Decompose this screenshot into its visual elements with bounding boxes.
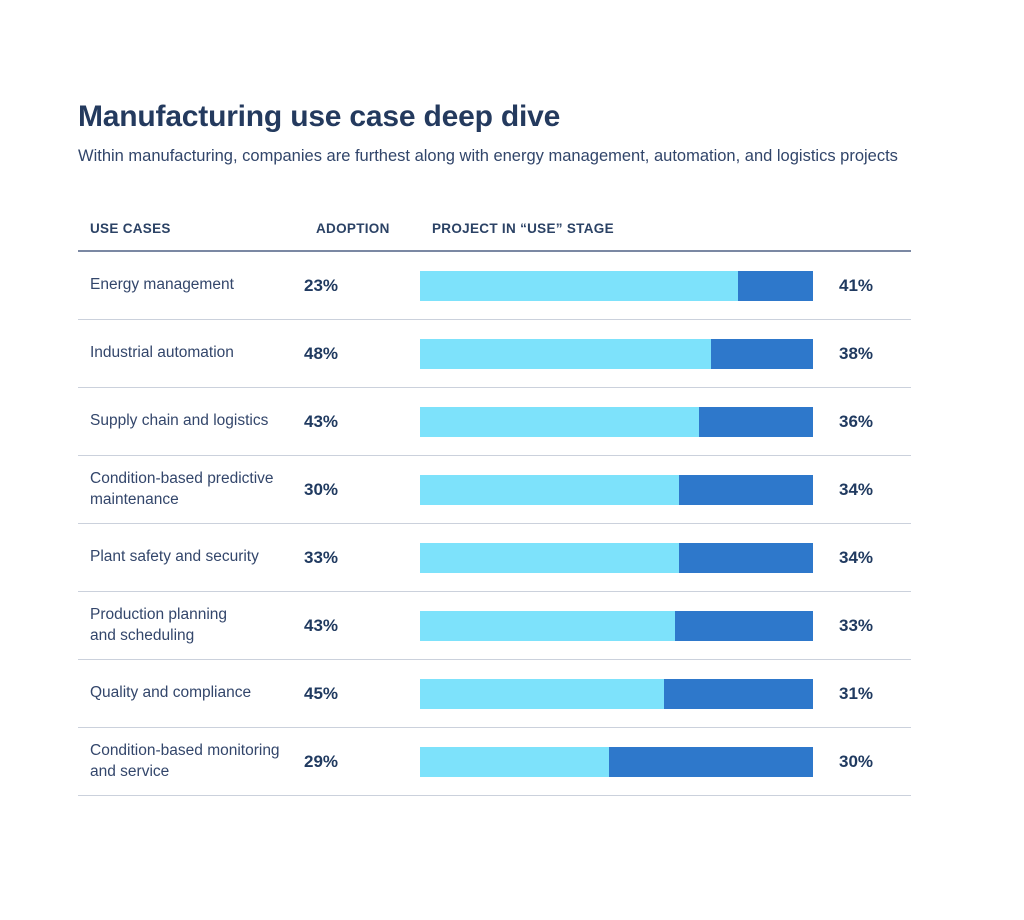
bar-segment-dark [710,338,813,369]
use-stage-bar [420,474,813,505]
use-case-label: Quality and compliance [90,684,252,702]
page-title: Manufacturing use case deep dive [78,100,561,133]
bar-segment-dark [679,474,813,505]
bar-segment-light [420,270,739,301]
bar-track [420,474,813,505]
use-stage-bar [420,270,813,301]
use-stage-bar [420,338,813,369]
bar-segment-dark [608,746,813,777]
bar-segment-light [420,610,676,641]
use-stage-value: 36% [839,411,874,431]
bar-segment-light [420,406,700,437]
adoption-value: 48% [304,343,339,363]
bar-segment-light [420,746,609,777]
bar-segment-dark [679,542,813,573]
bar-segment-light [420,678,664,709]
bar-track [420,406,813,437]
bar-segment-dark [699,406,813,437]
bar-track [420,746,813,777]
use-stage-bar [420,610,813,641]
use-case-label: Energy management [90,276,234,294]
adoption-value: 43% [304,411,339,431]
use-stage-value: 30% [839,751,874,771]
use-case-label: Condition-based predictive maintenance [90,470,274,508]
use-case-label: Condition-based monitoring and service [90,742,280,780]
use-stage-bar [420,678,813,709]
bar-segment-light [420,474,680,505]
page-subtitle: Within manufacturing, companies are furt… [78,147,898,165]
table-body: Energy management 23% 41% Industrial aut… [78,252,911,797]
header-use-cases: USE CASES [90,221,171,237]
bar-segment-dark [738,270,813,301]
use-case-label: Supply chain and logistics [90,412,269,430]
table-row: Condition-based monitoring and service 2… [78,728,911,797]
table-header-row: USE CASES ADOPTION PROJECT IN “USE” STAG… [78,221,911,253]
bar-track [420,678,813,709]
table-row: Supply chain and logistics 43% 36% [78,388,911,457]
use-stage-bar [420,746,813,777]
use-stage-value: 31% [839,683,874,703]
use-case-label: Plant safety and security [90,548,259,566]
adoption-value: 23% [304,275,339,295]
use-cases-table: USE CASES ADOPTION PROJECT IN “USE” STAG… [78,221,911,797]
use-stage-value: 41% [839,275,874,295]
use-stage-value: 33% [839,615,874,635]
header-use-stage: PROJECT IN “USE” STAGE [432,221,614,237]
use-case-label: Production planning and scheduling [90,606,228,644]
bar-track [420,610,813,641]
bar-segment-dark [663,678,813,709]
adoption-value: 45% [304,683,339,703]
table-row: Plant safety and security 33% 34% [78,524,911,593]
bar-segment-dark [675,610,813,641]
bar-track [420,338,813,369]
table-row: Energy management 23% 41% [78,252,911,321]
adoption-value: 43% [304,615,339,635]
use-stage-bar [420,542,813,573]
bar-track [420,270,813,301]
adoption-value: 33% [304,547,339,567]
header-adoption: ADOPTION [316,221,390,237]
adoption-value: 29% [304,751,339,771]
adoption-value: 30% [304,479,339,499]
table-row: Condition-based predictive maintenance 3… [78,456,911,525]
use-stage-value: 38% [839,343,874,363]
table-row: Production planning and scheduling 43% 3… [78,592,911,661]
table-row: Quality and compliance 45% 31% [78,660,911,729]
use-stage-bar [420,406,813,437]
table-row: Industrial automation 48% 38% [78,320,911,389]
report-page: Manufacturing use case deep dive Within … [78,100,911,797]
use-case-label: Industrial automation [90,344,234,362]
use-stage-value: 34% [839,479,874,499]
use-stage-value: 34% [839,547,874,567]
bar-segment-light [420,338,711,369]
bar-track [420,542,813,573]
bar-segment-light [420,542,680,573]
